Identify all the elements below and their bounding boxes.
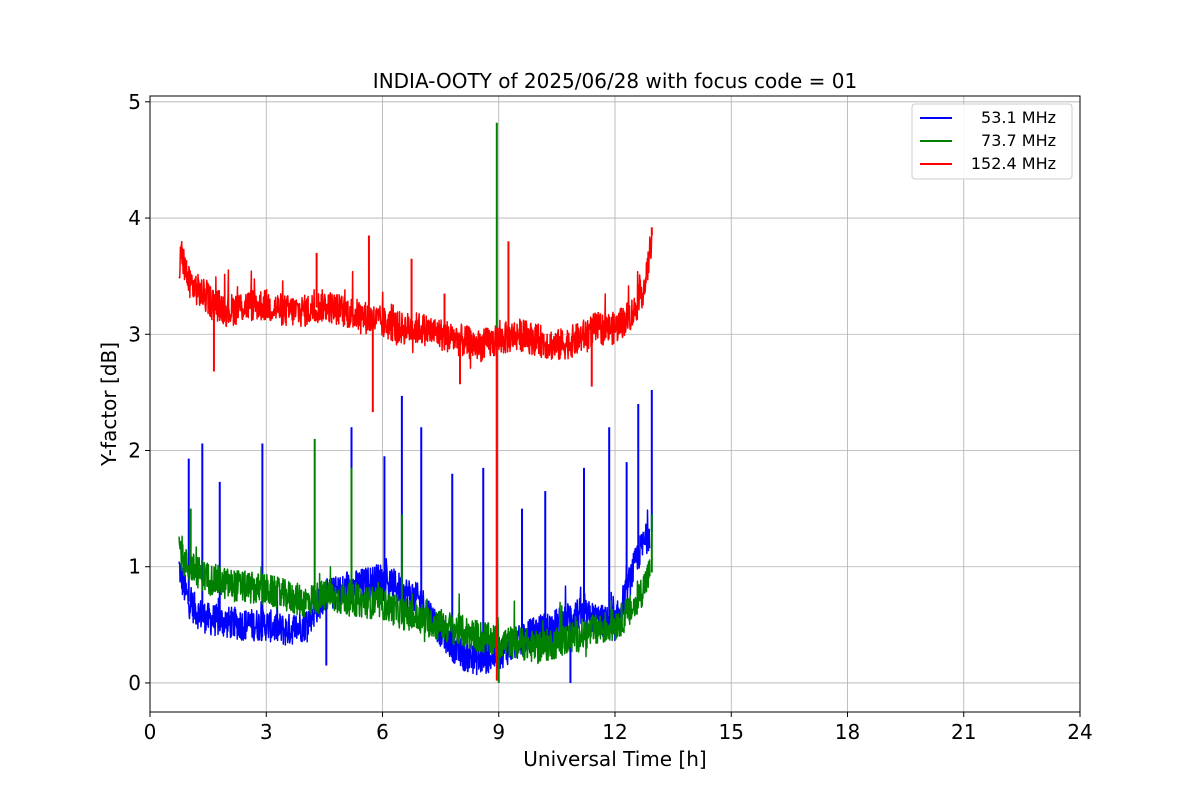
legend: 53.1 MHz 73.7 MHz 152.4 MHz: [911, 103, 1073, 180]
y-tick-label: 4: [128, 206, 141, 230]
series-line: [178, 535, 651, 665]
x-tick-label: 6: [376, 720, 389, 744]
x-tick-label: 15: [719, 720, 744, 744]
chart-title: INDIA-OOTY of 2025/06/28 with focus code…: [373, 69, 857, 93]
x-tick-label: 24: [1067, 720, 1092, 744]
x-tick-label: 3: [260, 720, 273, 744]
series-3: [178, 227, 653, 681]
legend-label: 152.4 MHz: [971, 154, 1056, 173]
y-tick-label: 1: [128, 555, 141, 579]
x-tick-label: 12: [602, 720, 627, 744]
y-tick-label: 3: [128, 322, 141, 346]
series-line: [178, 233, 653, 370]
series-1: [178, 390, 653, 683]
y-tick-label: 0: [128, 671, 141, 695]
x-tick-label: 18: [835, 720, 860, 744]
y-axis-label: Y-factor [dB]: [97, 342, 121, 467]
grid: [149, 96, 1081, 712]
plot-area: [178, 122, 653, 683]
legend-label: 53.1 MHz: [981, 108, 1056, 127]
legend-label: 73.7 MHz: [981, 131, 1056, 150]
x-tick-label: 9: [492, 720, 505, 744]
legend-box: [911, 103, 1073, 180]
x-tick-label: 0: [144, 720, 157, 744]
x-tick-label: 21: [951, 720, 976, 744]
y-tick-label: 2: [128, 438, 141, 462]
y-tick-label: 5: [128, 90, 141, 114]
x-axis-label: Universal Time [h]: [523, 747, 706, 771]
